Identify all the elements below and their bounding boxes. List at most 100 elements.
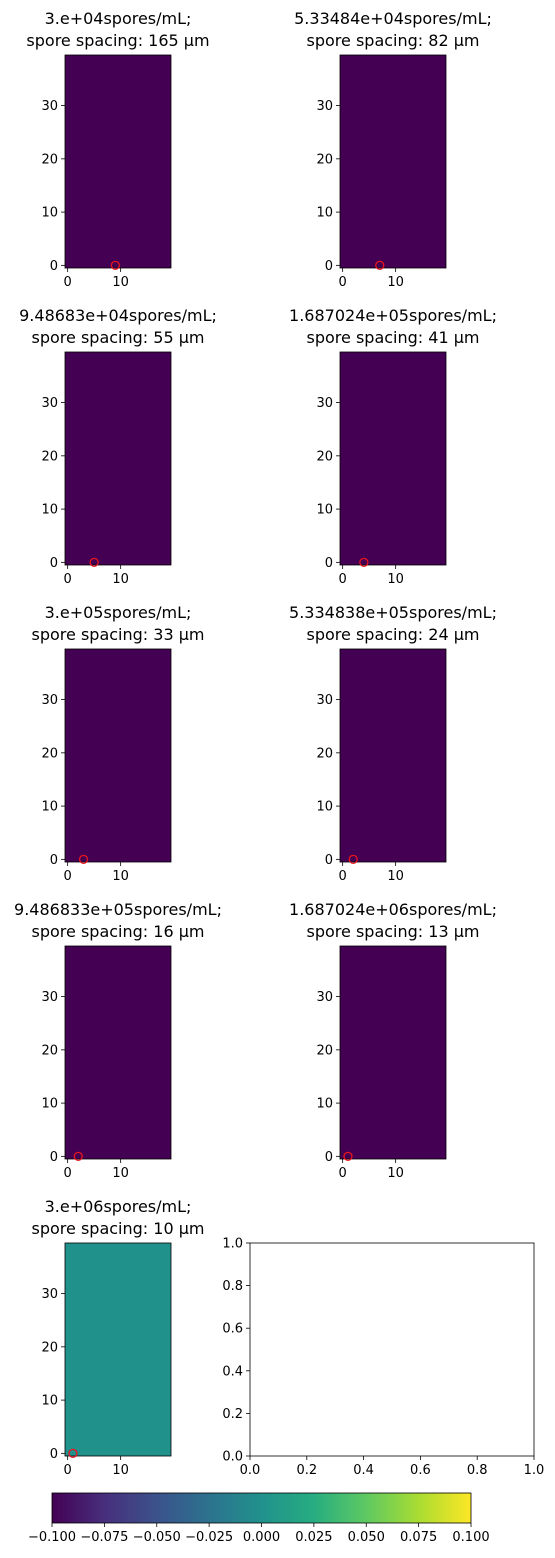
panel-title-line1: 1.687024e+06spores/mL;: [289, 900, 497, 919]
spore-marker: [73, 1151, 83, 1161]
heatmap-field: [340, 352, 446, 565]
panel-title-line2: spore spacing: 165 μm: [26, 31, 209, 50]
y-tick-label: 0.0: [222, 1450, 243, 1465]
panel-title-line2: spore spacing: 24 μm: [307, 625, 480, 644]
x-tick-label: 0: [64, 869, 72, 884]
y-tick-label: 10: [316, 800, 333, 815]
y-tick-label: 0: [50, 1447, 58, 1462]
spore-marker: [68, 1448, 78, 1458]
y-tick-label: 10: [316, 1097, 333, 1112]
panel-title-line2: spore spacing: 55 μm: [32, 328, 205, 347]
colorbar-tick-label: −0.075: [80, 1530, 128, 1545]
x-tick-label: 10: [112, 572, 129, 587]
axes-frame: [339, 648, 447, 863]
x-tick-label: 0: [339, 572, 347, 587]
axes-frame: [339, 54, 447, 269]
axes-frame: [64, 1242, 172, 1457]
y-tick-label: 10: [41, 1394, 58, 1409]
y-tick-label: 20: [41, 746, 58, 761]
heatmap-panel-5: 3.e+05spores/mL; spore spacing: 33 μm 0 10 0…: [32, 603, 205, 884]
heatmap-field: [340, 55, 446, 268]
y-tick-label: 20: [41, 449, 58, 464]
y-tick-label: 0: [50, 259, 58, 274]
y-tick-label: 30: [41, 693, 58, 708]
colorbar-tick-label: 0.100: [452, 1530, 489, 1545]
colorbar: −0.100 −0.075 −0.050 −0.025 0.000 0.025 0.050 0…: [28, 1492, 490, 1545]
y-tick-label: 30: [41, 99, 58, 114]
plot-layer: 3.e+04spores/mL; spore spacing: 165 μm 0 10…: [14, 9, 544, 1545]
y-tick-label: 0.2: [222, 1407, 243, 1422]
y-tick-label: 20: [316, 1043, 333, 1058]
y-tick-label: 0: [325, 259, 333, 274]
colorbar-tick-label: −0.025: [185, 1530, 233, 1545]
panel-title-line1: 5.334838e+05spores/mL;: [289, 603, 497, 622]
y-tick-label: 30: [316, 693, 333, 708]
heatmap-panel-9: 3.e+06spores/mL; spore spacing: 10 μm 0 10 0…: [32, 1197, 205, 1478]
y-tick-label: 30: [41, 990, 58, 1005]
x-tick-label: 10: [387, 869, 404, 884]
x-tick-label: 0: [64, 1463, 72, 1478]
axes-frame: [64, 945, 172, 1160]
x-tick-label: 0.8: [467, 1463, 488, 1478]
spore-marker: [375, 260, 385, 270]
axes-frame: [64, 351, 172, 566]
heatmap-panel-6: 5.334838e+05spores/mL; spore spacing: 24 …: [289, 603, 497, 884]
x-tick-label: 0.2: [296, 1463, 317, 1478]
panel-title-line2: spore spacing: 33 μm: [32, 625, 205, 644]
x-tick-label: 0.4: [353, 1463, 374, 1478]
heatmap-field: [65, 649, 171, 862]
x-tick-label: 0: [339, 869, 347, 884]
heatmap-field: [340, 649, 446, 862]
panel-title-line1: 9.48683e+04spores/mL;: [19, 306, 217, 325]
colorbar-tick-label: −0.050: [133, 1530, 181, 1545]
colorbar-tick-label: 0.075: [400, 1530, 437, 1545]
x-tick-label: 10: [112, 1166, 129, 1181]
heatmap-panel-8: 1.687024e+06spores/mL; spore spacing: 13 …: [289, 900, 497, 1181]
heatmap-field: [65, 352, 171, 565]
y-tick-label: 30: [316, 396, 333, 411]
x-tick-label: 0: [64, 572, 72, 587]
x-tick-label: 0.6: [410, 1463, 431, 1478]
empty-axes-frame: [249, 1242, 535, 1457]
spore-marker: [343, 1151, 353, 1161]
panel-title-line2: spore spacing: 16 μm: [32, 922, 205, 941]
spore-marker: [348, 854, 358, 864]
x-tick-label: 10: [112, 1463, 129, 1478]
x-tick-label: 10: [112, 869, 129, 884]
y-tick-label: 20: [41, 1043, 58, 1058]
panel-title-line1: 3.e+06spores/mL;: [45, 1197, 192, 1216]
y-tick-label: 0: [325, 1150, 333, 1165]
heatmap-field: [65, 1243, 171, 1456]
y-tick-label: 30: [41, 1287, 58, 1302]
x-tick-label: 0: [339, 1166, 347, 1181]
y-tick-label: 0: [325, 556, 333, 571]
spore-marker: [110, 260, 120, 270]
heatmap-panel-3: 9.48683e+04spores/mL; spore spacing: 55 μ…: [19, 306, 217, 587]
y-tick-label: 0: [325, 853, 333, 868]
spore-marker: [78, 854, 89, 864]
x-tick-label: 10: [112, 275, 129, 290]
heatmap-field: [340, 946, 446, 1159]
y-tick-label: 10: [41, 1097, 58, 1112]
y-tick-label: 0: [50, 1150, 58, 1165]
y-tick-label: 30: [41, 396, 58, 411]
y-tick-label: 0.6: [222, 1322, 243, 1337]
panel-title-line1: 1.687024e+05spores/mL;: [289, 306, 497, 325]
empty-axes: 0.0 0.2 0.4 0.6 0.8 1.0 0.0 0.2 0.4 0.6 0.8 1.0: [222, 1237, 544, 1479]
y-tick-label: 0: [50, 556, 58, 571]
spore-marker: [359, 557, 369, 567]
panel-title-line2: spore spacing: 82 μm: [307, 31, 480, 50]
y-tick-label: 0: [50, 853, 58, 868]
x-tick-label: 0: [339, 275, 347, 290]
y-tick-label: 0.8: [222, 1279, 243, 1294]
y-tick-label: 10: [41, 503, 58, 518]
x-tick-label: 0.0: [240, 1463, 261, 1478]
heatmap-panel-2: 5.33484e+04spores/mL; spore spacing: 82 μ…: [294, 9, 492, 290]
y-tick-label: 30: [316, 990, 333, 1005]
y-tick-label: 20: [316, 449, 333, 464]
colorbar-tick-label: 0.025: [295, 1530, 332, 1545]
axes-frame: [339, 945, 447, 1160]
heatmap-panel-1: 3.e+04spores/mL; spore spacing: 165 μm 0 10…: [26, 9, 209, 290]
x-tick-label: 0: [64, 1166, 72, 1181]
